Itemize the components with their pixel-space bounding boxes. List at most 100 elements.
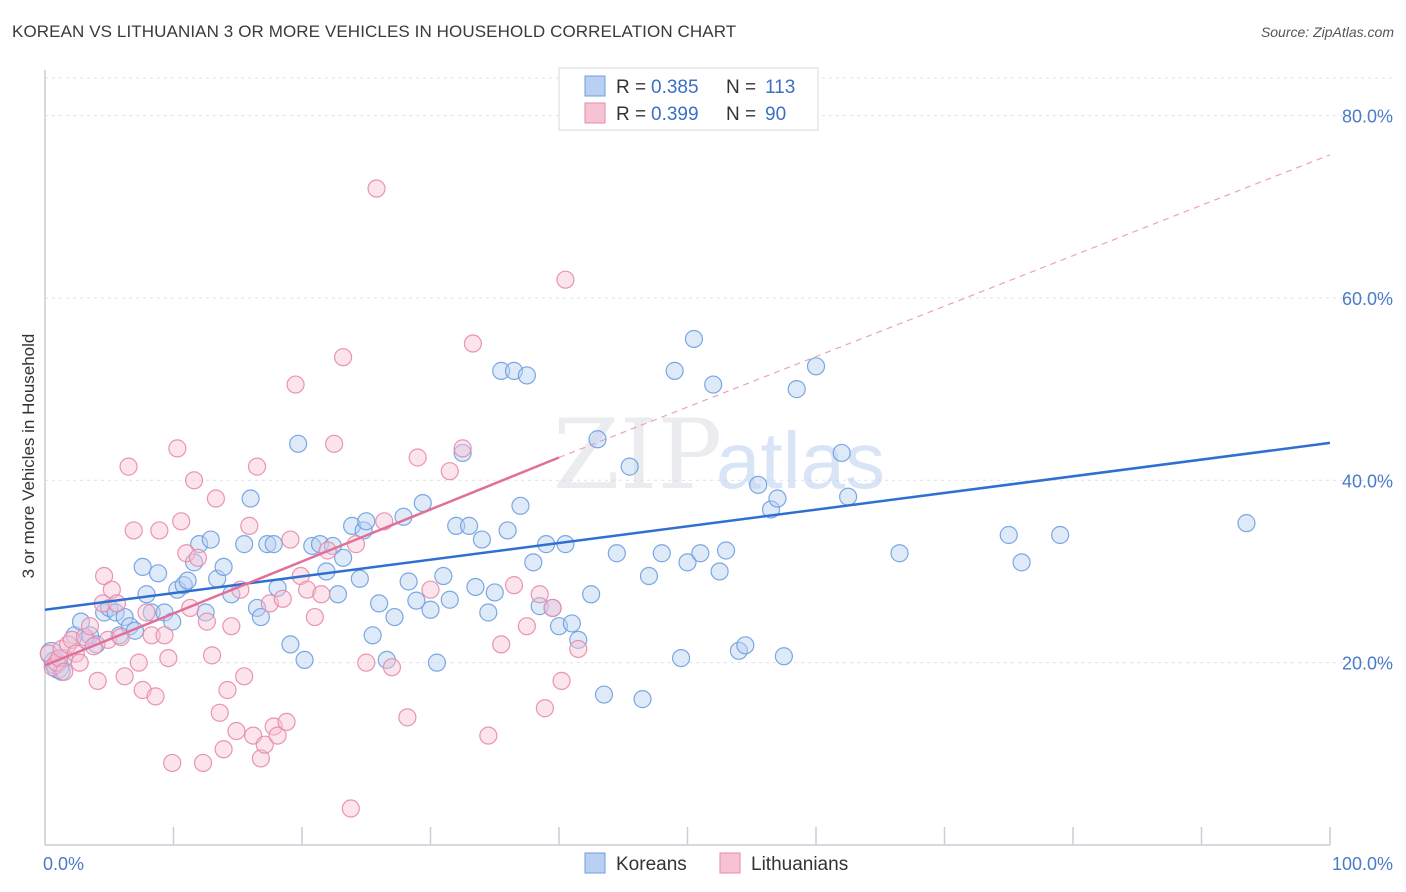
stats-legend: R = 0.385 N = 113 R = 0.399 N = 90 — [558, 67, 819, 131]
data-point — [281, 530, 300, 549]
data-point — [305, 607, 324, 627]
data-point — [148, 564, 168, 583]
data-point — [472, 530, 491, 549]
data-point — [251, 607, 270, 627]
data-point — [453, 439, 472, 458]
data-point — [241, 489, 260, 508]
data-point — [172, 512, 191, 531]
data-point — [95, 566, 114, 586]
data-point — [70, 653, 89, 672]
data-point — [582, 585, 601, 604]
chart-source: Source: ZipAtlas.com — [1260, 24, 1394, 40]
data-point — [150, 521, 169, 540]
data-point — [569, 639, 588, 659]
data-point — [328, 585, 348, 604]
data-point — [251, 749, 270, 768]
data-point — [106, 603, 125, 622]
data-point — [214, 557, 233, 577]
data-point — [129, 653, 148, 672]
data-point — [607, 544, 626, 563]
data-point — [440, 590, 459, 609]
data-point — [146, 687, 165, 706]
data-point — [312, 585, 331, 604]
data-point — [206, 489, 226, 508]
data-point — [665, 361, 684, 380]
data-point — [517, 617, 536, 636]
data-point — [286, 375, 305, 394]
legend-r-label: R = — [616, 104, 646, 125]
points-layer — [39, 179, 1256, 818]
axis-layer: 20.0% 40.0% 60.0% 80.0% 0.0% 100.0% — [43, 70, 1393, 874]
data-point — [188, 548, 208, 567]
data-point — [235, 535, 254, 554]
watermark: ZIP atlas — [553, 399, 885, 511]
legend-swatch — [584, 75, 606, 97]
data-point — [704, 375, 723, 394]
data-point — [163, 753, 182, 773]
data-point — [639, 566, 659, 586]
data-point — [202, 646, 222, 665]
legend-n-label: N = — [726, 104, 756, 125]
data-point — [159, 648, 178, 668]
data-point — [716, 541, 736, 560]
x-tick-label: 100.0% — [1332, 854, 1393, 874]
legend-r-label: R = — [616, 77, 646, 98]
data-point — [370, 594, 389, 613]
data-point — [787, 380, 806, 399]
data-point — [277, 712, 296, 732]
data-point — [258, 535, 277, 554]
data-point — [1012, 553, 1031, 572]
data-point — [1237, 514, 1256, 533]
y-tick-label: 80.0% — [1342, 107, 1393, 127]
data-point — [556, 270, 575, 289]
data-point — [504, 576, 524, 595]
data-point — [517, 366, 536, 385]
legend-n-value: 113 — [765, 77, 795, 98]
data-point — [142, 626, 161, 645]
data-point — [201, 530, 220, 549]
data-point — [620, 457, 639, 476]
series-legend: Koreans Lithuanians — [584, 852, 848, 875]
data-point — [222, 617, 241, 636]
data-point — [511, 496, 530, 515]
data-point — [427, 653, 447, 672]
data-point — [350, 569, 369, 588]
data-point — [184, 471, 204, 490]
data-point — [479, 603, 498, 622]
data-point — [210, 703, 229, 722]
data-point — [133, 557, 152, 577]
data-point — [492, 635, 511, 654]
legend-label-koreans: Koreans — [616, 854, 687, 875]
data-point — [235, 667, 254, 686]
series-lithuanians — [39, 179, 588, 818]
watermark-zip: ZIP — [553, 399, 722, 511]
data-point — [633, 690, 652, 709]
data-point — [137, 603, 156, 622]
data-point — [530, 585, 549, 604]
data-point — [115, 667, 134, 686]
data-point — [434, 566, 453, 586]
data-point — [357, 653, 376, 672]
data-point — [382, 658, 402, 677]
data-point — [1051, 525, 1070, 545]
data-point — [218, 680, 237, 700]
legend-swatch — [719, 852, 741, 874]
data-point — [178, 571, 197, 590]
data-point — [999, 525, 1018, 545]
chart-title: KOREAN VS LITHUANIAN 3 OR MORE VEHICLES … — [12, 22, 737, 41]
data-point — [240, 516, 259, 535]
data-point — [569, 630, 588, 649]
data-point — [485, 583, 504, 602]
data-point — [197, 612, 217, 631]
data-point — [357, 512, 376, 531]
data-point — [768, 489, 787, 508]
data-point — [268, 726, 287, 745]
data-point — [193, 753, 213, 773]
data-point — [839, 487, 858, 506]
data-point — [466, 577, 485, 597]
data-point — [363, 626, 382, 645]
data-point — [562, 614, 581, 633]
data-point — [492, 361, 511, 380]
legend-n-label: N = — [726, 77, 756, 98]
data-point — [498, 521, 517, 540]
